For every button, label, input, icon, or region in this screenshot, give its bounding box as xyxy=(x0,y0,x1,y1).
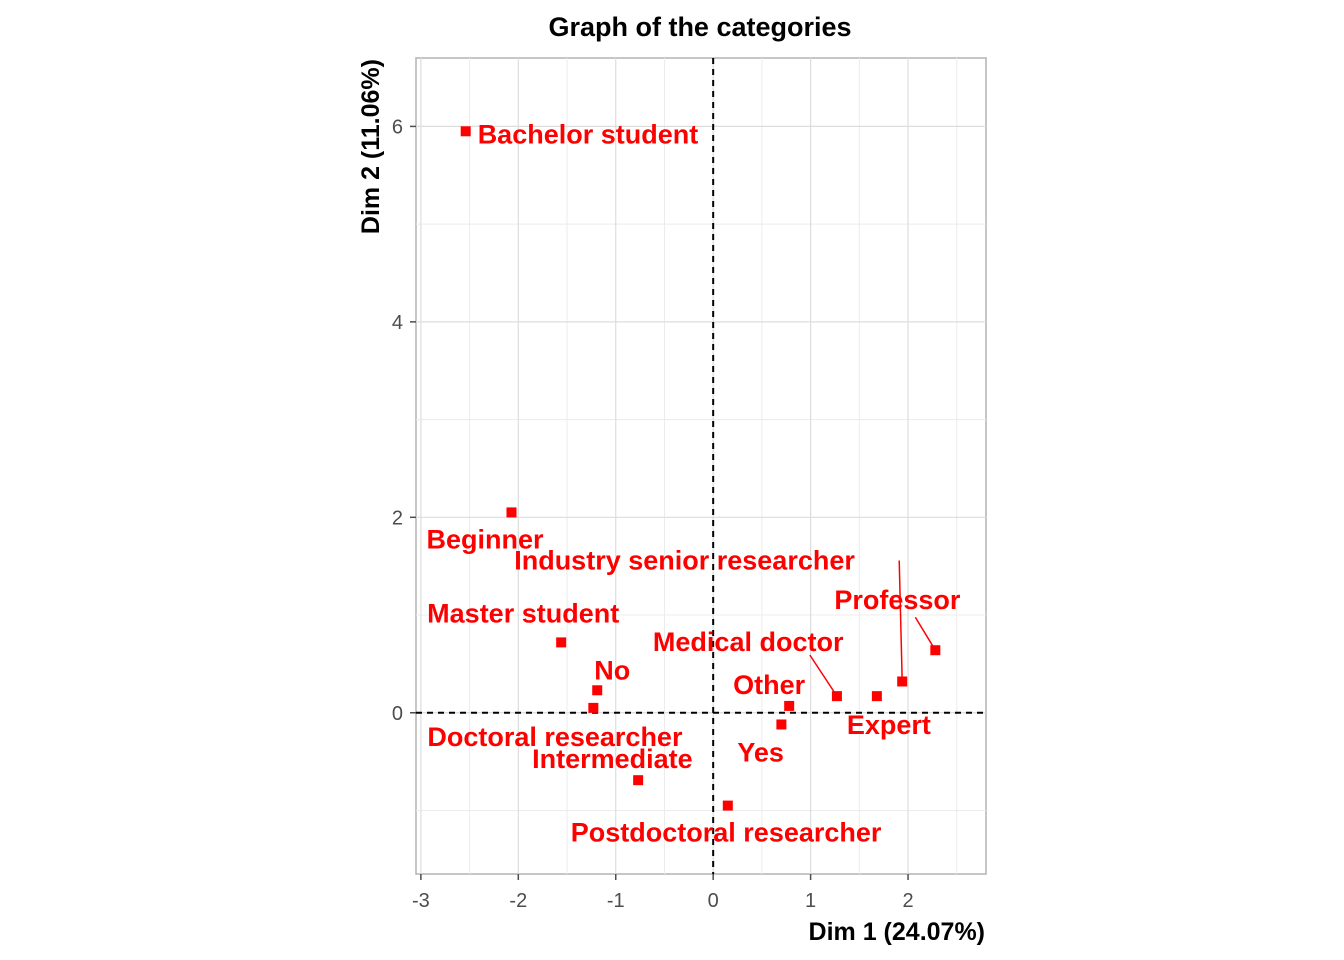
label-leaders xyxy=(809,560,936,697)
x-tick-label: 2 xyxy=(902,890,913,912)
point-marker xyxy=(460,126,471,137)
point-label: Postdoctoral researcher xyxy=(571,818,882,848)
leader-line xyxy=(898,560,903,682)
x-tick-label: -3 xyxy=(412,890,430,912)
x-tick-label: -1 xyxy=(607,890,625,912)
ticks: -3 -2 -1 0 1 2 0 2 4 6 xyxy=(392,116,914,912)
point-marker xyxy=(831,691,842,702)
point-label: Professor xyxy=(834,585,961,615)
y-tick-label: 6 xyxy=(392,116,403,138)
point-marker xyxy=(506,507,517,518)
point-marker xyxy=(930,645,941,656)
point-marker xyxy=(776,719,787,730)
panel-border xyxy=(415,57,987,875)
point-marker xyxy=(633,775,644,786)
point-marker xyxy=(722,800,733,811)
point-label: Intermediate xyxy=(532,744,693,774)
y-tick-label: 0 xyxy=(392,703,403,725)
x-tick-label: 0 xyxy=(708,890,719,912)
y-tick-label: 4 xyxy=(392,312,403,334)
point-marker xyxy=(871,691,882,702)
chart-title: Graph of the categories xyxy=(548,12,851,42)
x-tick-label: -2 xyxy=(509,890,527,912)
point-label: Doctoral researcher xyxy=(427,722,683,752)
point-marker xyxy=(784,700,795,711)
zero-lines xyxy=(416,58,986,874)
point-marker xyxy=(897,676,908,687)
leader-line xyxy=(809,654,838,697)
points xyxy=(460,126,941,811)
point-label: Bachelor student xyxy=(478,119,699,149)
point-label: Medical doctor xyxy=(653,627,844,657)
point-label: Yes xyxy=(737,737,784,767)
point-label: Master student xyxy=(427,598,619,628)
point-label: No xyxy=(594,655,630,685)
panel-background xyxy=(416,58,986,874)
point-label: Beginner xyxy=(426,524,544,554)
point-label: Other xyxy=(733,670,806,700)
y-axis-title: Dim 2 (11.06%) xyxy=(357,59,385,234)
point-label: Industry senior researcher xyxy=(514,545,855,575)
y-tick-label: 2 xyxy=(392,507,403,529)
x-tick-label: 1 xyxy=(805,890,816,912)
leader-line xyxy=(914,616,936,651)
point-marker xyxy=(592,685,603,696)
point-marker xyxy=(556,637,567,648)
point-marker xyxy=(588,702,599,713)
x-axis-title: Dim 1 (24.07%) xyxy=(809,918,985,946)
plot-panel xyxy=(415,57,987,875)
point-label: Expert xyxy=(847,710,931,740)
